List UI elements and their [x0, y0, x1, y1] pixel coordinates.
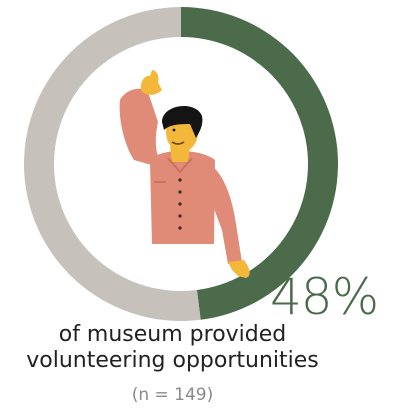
donut-slice-remainder [24, 7, 201, 321]
donut-slices [24, 6, 339, 321]
donut-slice-highlight [181, 6, 339, 320]
value-label: 48% [270, 268, 379, 326]
person-waving-icon [119, 70, 250, 278]
sample-size: (n = 149) [131, 385, 214, 405]
caption-line-2: volunteering opportunities [26, 348, 319, 373]
caption-line-1: of museum provided [58, 322, 287, 347]
chart-caption: of museum provided volunteering opportun… [0, 322, 345, 374]
